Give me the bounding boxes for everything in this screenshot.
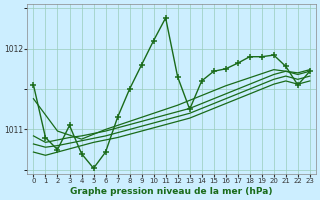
X-axis label: Graphe pression niveau de la mer (hPa): Graphe pression niveau de la mer (hPa) <box>70 187 273 196</box>
